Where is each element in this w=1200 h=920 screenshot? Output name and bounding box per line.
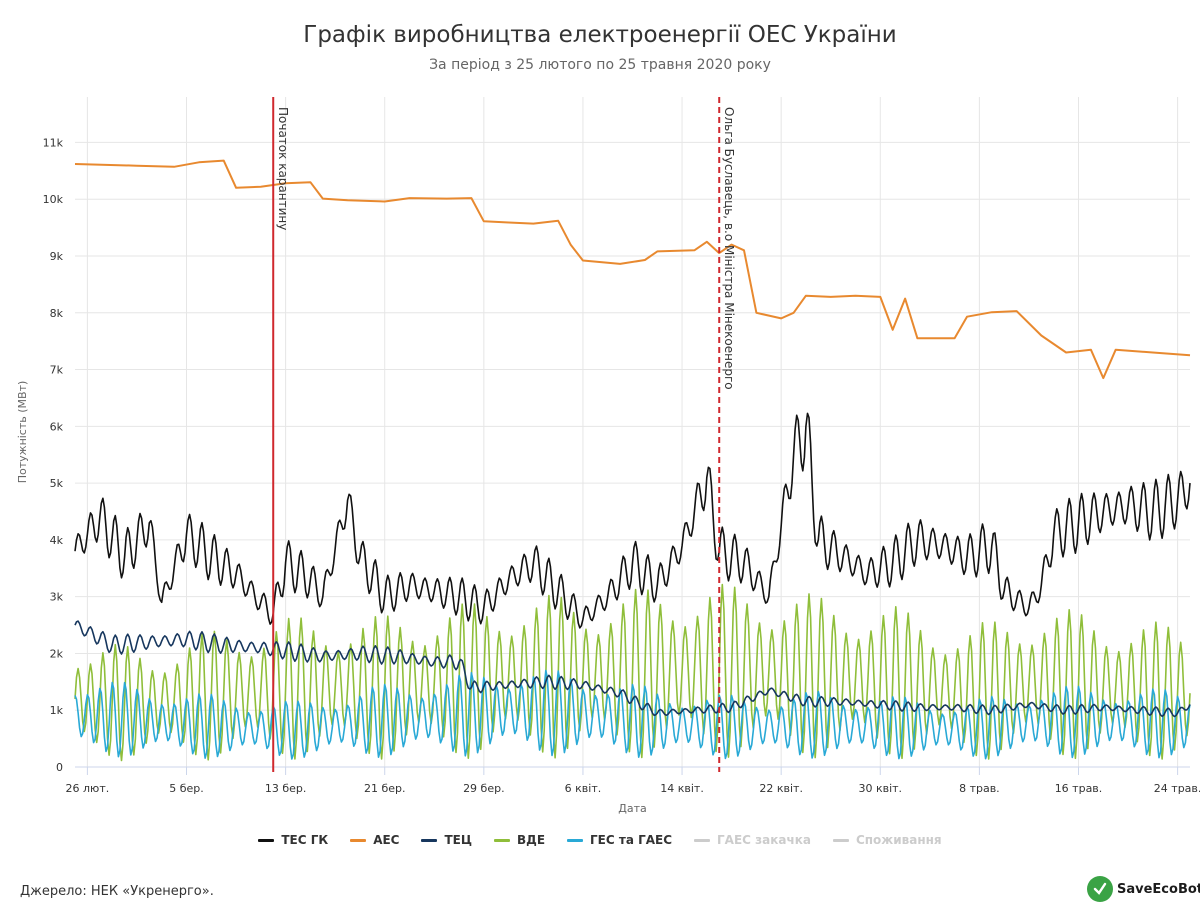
y-tick-label: 9k	[50, 250, 64, 263]
y-tick-label: 1k	[50, 704, 64, 717]
legend-label: Споживання	[855, 833, 942, 847]
x-tick-label: 6 квіт.	[565, 782, 602, 795]
x-tick-label: 29 бер.	[463, 782, 505, 795]
annotation-label-0: Початок карантину	[276, 107, 290, 230]
x-tick-label: 30 квіт.	[858, 782, 902, 795]
saveecobot-logo-icon	[1087, 876, 1113, 902]
x-tick-label: 24 трав.	[1154, 782, 1200, 795]
legend-swatch	[567, 838, 584, 842]
x-tick-label: 16 трав.	[1055, 782, 1103, 795]
legend-swatch	[350, 838, 367, 842]
legend-swatch	[421, 838, 438, 842]
legend-swatch	[694, 838, 711, 842]
legend-item-2[interactable]: ТЕЦ	[421, 833, 472, 847]
y-tick-label: 2k	[50, 647, 64, 660]
legend-swatch	[832, 838, 849, 842]
legend-item-4[interactable]: ГЕС та ГАЕС	[567, 833, 672, 847]
chart-canvas: 0 1k 2k 3k 4k 5k 6k 7k 8k 9k 10k 11k 26 лют. 5 бер. 13…	[16, 97, 1200, 815]
legend-label: ТЕС ГК	[281, 833, 329, 847]
x-tick-label: 14 квіт.	[660, 782, 704, 795]
legend-swatch	[494, 838, 510, 842]
series-line-4	[74, 669, 1191, 760]
y-tick-label: 8k	[50, 307, 64, 320]
x-axis-title: Дата	[618, 802, 646, 815]
y-tick-label: 0	[56, 761, 63, 774]
legend-swatch	[258, 838, 275, 842]
legend-item-5[interactable]: ГАЕС закачка	[694, 833, 811, 847]
chart-subtitle: За період з 25 лютого по 25 травня 2020 …	[429, 57, 771, 73]
legend-label: ГАЕС закачка	[717, 833, 811, 847]
legend-label: ГЕС та ГАЕС	[590, 833, 673, 847]
x-tick-label: 21 бер.	[364, 782, 406, 795]
y-axis-title: Потужність (МВт)	[16, 381, 29, 484]
x-tick-label: 5 бер.	[169, 782, 204, 795]
y-tick-label: 4k	[50, 534, 64, 547]
legend-item-6[interactable]: Споживання	[832, 833, 942, 847]
x-tick-label: 26 лют.	[66, 782, 110, 795]
y-tick-label: 10k	[43, 193, 64, 206]
series-line-3	[74, 583, 1191, 762]
legend-item-0[interactable]: ТЕС ГК	[258, 833, 328, 847]
legend-label: ВДЕ	[517, 833, 546, 847]
y-tick-label: 6k	[50, 420, 64, 433]
saveecobot-logo[interactable]: SaveEcoBot	[1087, 876, 1200, 902]
series-line-0	[74, 412, 1191, 629]
chart-legend: ТЕС ГК АЕС ТЕЦ ВДЕ ГЕС та ГАЕС ГАЕС закачка Сп…	[0, 833, 1200, 847]
x-tick-label: 13 бер.	[265, 782, 307, 795]
saveecobot-logo-text: SaveEcoBot	[1117, 881, 1200, 897]
annotation-label-1: Ольга Буславець, в.о Міністра Мінекоенер…	[722, 107, 736, 390]
y-tick-label: 11k	[43, 136, 64, 149]
x-tick-label: 22 квіт.	[759, 782, 803, 795]
series-line-2	[74, 620, 1191, 718]
legend-item-1[interactable]: АЕС	[350, 833, 399, 847]
series-line-1	[74, 159, 1191, 380]
y-tick-label: 5k	[50, 477, 64, 490]
chart-title: Графік виробництва електроенергії ОЕС Ук…	[303, 22, 897, 48]
y-tick-label: 7k	[50, 364, 64, 377]
legend-item-3[interactable]: ВДЕ	[494, 833, 545, 847]
legend-label: АЕС	[373, 833, 400, 847]
y-tick-label: 3k	[50, 591, 64, 604]
source-note: Джерело: НЕК «Укренерго».	[20, 884, 214, 899]
x-tick-label: 8 трав.	[959, 782, 1000, 795]
legend-label: ТЕЦ	[444, 833, 472, 847]
